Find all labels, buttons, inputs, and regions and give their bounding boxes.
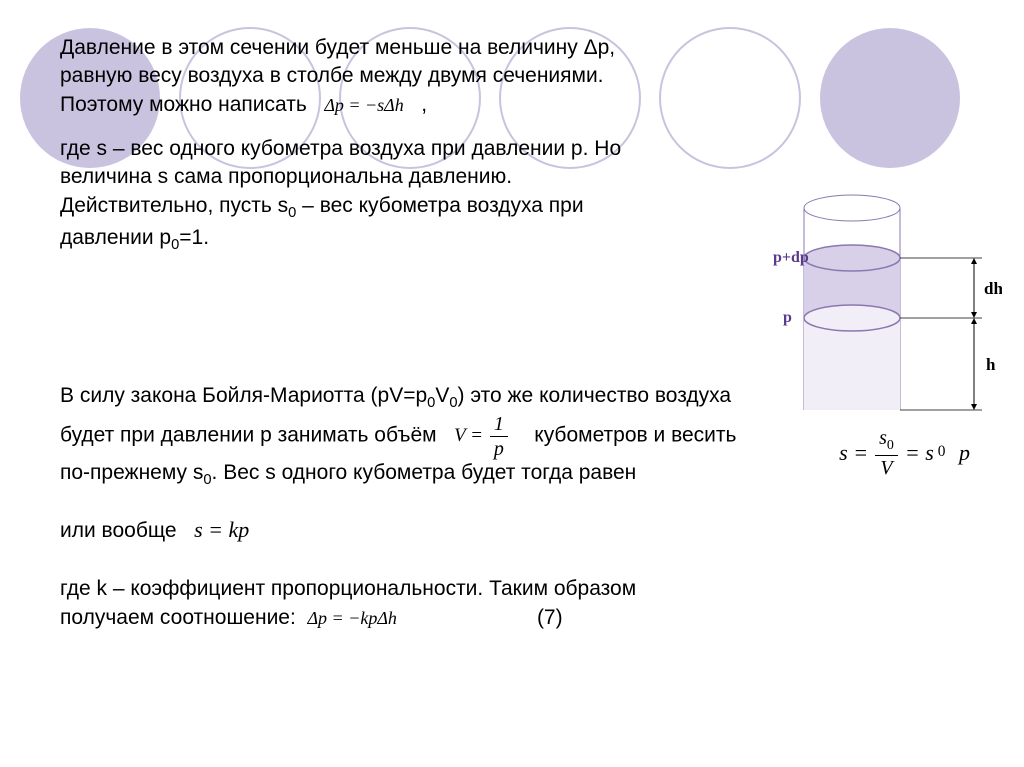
- text: Давление в этом сечении будет меньше на …: [60, 36, 615, 59]
- text: = s: [905, 438, 934, 468]
- svg-text:dh: dh: [984, 279, 1002, 298]
- svg-text:p+dp: p+dp: [773, 249, 809, 266]
- text: давлении p: [60, 226, 171, 249]
- equation-number: (7): [537, 606, 563, 629]
- svg-text:h: h: [986, 355, 996, 374]
- paragraph-1: Давление в этом сечении будет меньше на …: [60, 34, 700, 119]
- paragraph-4: или вообще s = kp: [60, 515, 964, 545]
- subscript: 0: [449, 395, 457, 411]
- subscript: 0: [938, 442, 946, 463]
- cylinder-diagram: p+dp p dh h: [767, 190, 1002, 415]
- text: Поэтому можно написать: [60, 93, 307, 116]
- formula-V: V = 1p: [454, 414, 511, 459]
- denominator: V: [875, 456, 898, 478]
- subscript: 0: [887, 438, 894, 453]
- text: величина s сама пропорциональна давлению…: [60, 165, 512, 188]
- text: В силу закона Бойля-Мариотта (pV=p: [60, 384, 427, 407]
- text: s =: [839, 438, 868, 468]
- text: Действительно, пусть s: [60, 194, 288, 217]
- numerator: s: [879, 427, 887, 449]
- subscript: 0: [203, 472, 211, 488]
- text: – вес кубометра воздуха при: [296, 194, 583, 217]
- formula-skp: s = kp: [194, 517, 249, 542]
- formula-dp: Δp = −sΔh: [324, 95, 403, 115]
- paragraph-5: где k – коэффициент пропорциональности. …: [60, 575, 964, 632]
- text: ,: [421, 93, 427, 116]
- paragraph-2: где s – вес одного кубометра воздуха при…: [60, 135, 760, 256]
- text: равную весу воздуха в столбе между двумя…: [60, 64, 604, 87]
- text: кубометров и весить: [534, 423, 736, 446]
- text: получаем соотношение:: [60, 606, 296, 629]
- text: будет при давлении p занимать объём: [60, 423, 437, 446]
- text: =1.: [179, 226, 209, 249]
- numerator: 1: [490, 414, 508, 437]
- formula-s: s = s0V = s0 p: [839, 428, 970, 478]
- text: . Вес s одного кубометра будет тогда рав…: [212, 461, 637, 484]
- text: где k – коэффициент пропорциональности. …: [60, 577, 636, 600]
- text: p: [959, 438, 970, 468]
- text: где s – вес одного кубометра воздуха при…: [60, 137, 621, 160]
- text: V: [435, 384, 449, 407]
- svg-text:p: p: [783, 309, 792, 326]
- text: V =: [454, 423, 483, 449]
- denominator: p: [490, 437, 508, 459]
- text: по-прежнему s: [60, 461, 203, 484]
- text: или вообще: [60, 519, 177, 542]
- formula-final: Δp = −kpΔh: [307, 608, 396, 628]
- text: ) это же количество воздуха: [458, 384, 732, 407]
